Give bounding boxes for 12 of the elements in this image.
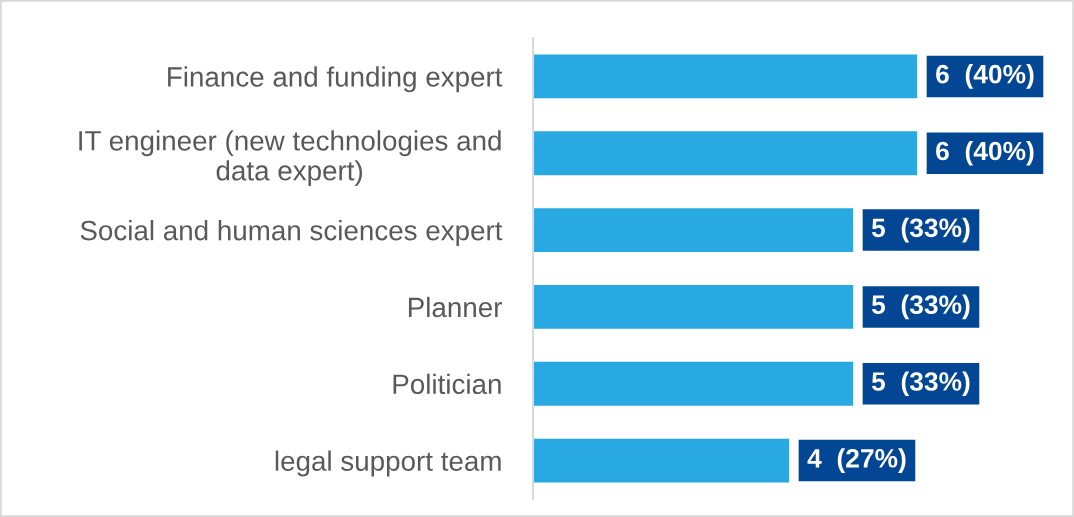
data-label: 4 (27%) [807, 448, 906, 473]
data-label: 6 (40%) [936, 140, 1034, 166]
y-tick-label: Finance and funding expert [168, 66, 503, 93]
data-label: 5 (33%) [871, 371, 970, 397]
data-label: 6 (40%) [936, 64, 1034, 89]
y-tick-label: Planner [408, 296, 502, 318]
y-tick-label: Social and human sciences expert [80, 220, 503, 246]
data-label: 5 (33%) [871, 217, 970, 243]
y-tick-label: IT engineer (new technologies and data expert) [79, 130, 501, 187]
y-tick-label: Politician [393, 373, 501, 395]
y-tick-label: legal support team [275, 450, 501, 477]
data-label: 5 (33%) [871, 294, 970, 320]
